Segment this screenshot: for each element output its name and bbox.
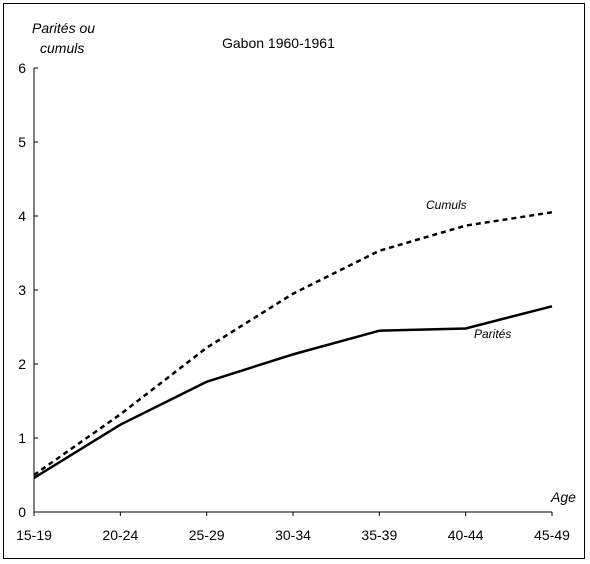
series-line-parits bbox=[33, 305, 553, 480]
x-tick-label: 40-44 bbox=[448, 527, 484, 543]
y-tick-label: 1 bbox=[18, 430, 26, 446]
x-tick-label: 25-29 bbox=[189, 527, 225, 543]
y-tick-label: 5 bbox=[18, 134, 26, 150]
x-tick-label: 35-39 bbox=[361, 527, 397, 543]
x-tick-label: 20-24 bbox=[102, 527, 138, 543]
y-tick-label: 6 bbox=[18, 60, 26, 76]
x-axis-label: Age bbox=[550, 489, 576, 505]
x-tick-label: 15-19 bbox=[16, 527, 52, 543]
y-tick-label: 0 bbox=[18, 504, 26, 520]
series-label-parites: Parités bbox=[474, 327, 511, 341]
x-tick-label: 30-34 bbox=[275, 527, 311, 543]
y-ticks: 0 1 2 3 4 5 6 bbox=[18, 60, 38, 520]
series-group bbox=[33, 211, 553, 480]
y-axis-label-line1: Parités ou bbox=[32, 20, 95, 36]
y-axis-label-line2: cumuls bbox=[40, 40, 84, 56]
series-label-cumuls: Cumuls bbox=[426, 198, 467, 212]
y-tick-label: 3 bbox=[18, 282, 26, 298]
chart-frame bbox=[3, 3, 585, 559]
chart-title: Gabon 1960-1961 bbox=[222, 35, 335, 51]
x-tick-label: 45-49 bbox=[534, 527, 570, 543]
y-tick-label: 2 bbox=[18, 356, 26, 372]
y-tick-label: 4 bbox=[18, 208, 26, 224]
series-line-cumuls bbox=[33, 211, 553, 477]
x-ticks: 15-19 20-24 25-29 30-34 35-39 40-44 45-49 bbox=[16, 512, 570, 543]
